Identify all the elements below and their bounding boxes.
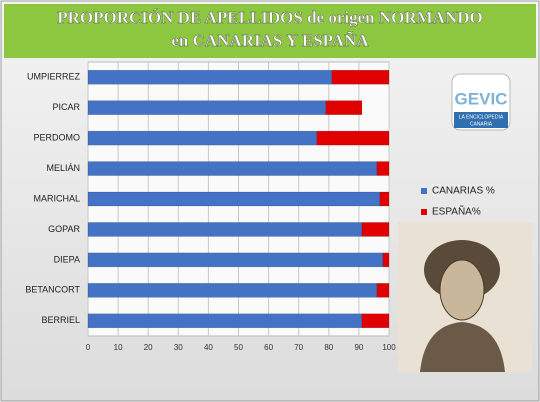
bar-segment	[331, 69, 390, 85]
portrait	[398, 222, 532, 372]
bar-segment	[87, 161, 378, 176]
legend-swatch	[421, 188, 427, 194]
y-tick-label: BETANCORT	[25, 285, 80, 295]
x-tick-label: 40	[204, 343, 213, 352]
x-tick-label: 80	[324, 343, 333, 352]
logo-text: GEVIC	[455, 89, 508, 108]
y-tick-label: PICAR	[52, 102, 80, 112]
bar-segment	[361, 313, 390, 329]
x-tick-label: 100	[382, 343, 396, 352]
chart-title: PROPORCIÓN DE APELLIDOS de origen NORMAN…	[57, 8, 482, 27]
portrait-body	[420, 322, 505, 372]
legend-swatch	[421, 209, 427, 215]
x-tick-label: 60	[264, 343, 273, 352]
bar-segment	[87, 222, 363, 237]
bar-segment	[316, 130, 390, 146]
y-tick-label: BERRIEL	[41, 315, 80, 325]
bar-segment	[361, 222, 390, 237]
x-tick-label: 20	[144, 343, 153, 352]
logo-caption: CANARIA	[470, 121, 493, 127]
y-tick-label: UMPIERREZ	[27, 72, 81, 82]
portrait-face	[439, 259, 485, 321]
x-tick-label: 90	[354, 343, 363, 352]
y-tick-label: DIEPA	[54, 254, 80, 264]
bar-segment	[87, 100, 327, 115]
x-tick-label: 70	[294, 343, 303, 352]
bar-segment	[325, 100, 363, 115]
bar-segment	[376, 161, 390, 176]
bar-segment	[87, 252, 384, 268]
x-tick-label: 30	[174, 343, 183, 352]
x-tick-label: 0	[86, 343, 91, 352]
bar-segment	[87, 69, 333, 85]
x-tick-label: 50	[234, 343, 243, 352]
logo: GEVIC LA ENCICLOPEDIA CANARIA	[451, 73, 511, 131]
y-tick-label: PERDOMO	[33, 132, 80, 142]
bar-segment	[376, 283, 390, 298]
bar-segment	[382, 252, 390, 268]
bar-segment	[87, 313, 363, 329]
logo-banner	[454, 112, 508, 128]
bar-segment	[379, 191, 390, 207]
bar-segment	[87, 283, 378, 298]
chart-title: en CANARIAS Y ESPAÑA	[171, 31, 369, 50]
legend-label: ESPAÑA%	[432, 205, 481, 218]
x-tick-label: 10	[114, 343, 123, 352]
y-tick-label: GOPAR	[48, 224, 80, 234]
title-band	[4, 4, 536, 58]
y-tick-label: MELIÁN	[46, 163, 80, 173]
bar-segment	[87, 191, 381, 207]
legend-label: CANARIAS %	[432, 186, 495, 197]
bar-segment	[87, 130, 318, 146]
logo-caption: LA ENCICLOPEDIA	[459, 114, 504, 120]
y-tick-label: MARICHAL	[33, 193, 80, 203]
